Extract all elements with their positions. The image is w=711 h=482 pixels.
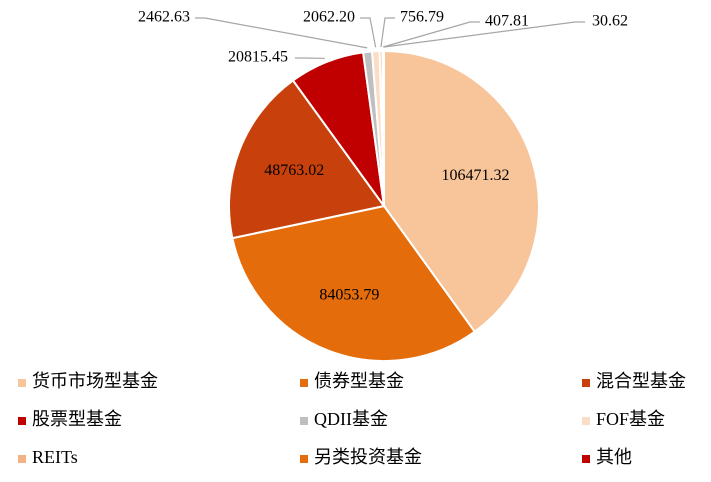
legend-label: REITs <box>32 447 78 467</box>
leader-line <box>383 22 480 47</box>
data-label: 106471.32 <box>441 167 509 184</box>
legend-swatch <box>18 417 26 425</box>
legend-swatch <box>300 379 308 387</box>
leader-line <box>381 18 395 47</box>
data-label: 48763.02 <box>264 162 324 179</box>
data-label: 2062.20 <box>303 9 355 26</box>
legend-label: 混合型基金 <box>596 371 686 391</box>
data-label: 84053.79 <box>319 286 379 303</box>
legend-swatch <box>582 455 590 463</box>
legend-label: FOF基金 <box>596 409 665 429</box>
data-label: 756.79 <box>400 9 444 26</box>
legend-swatch <box>582 379 590 387</box>
legend-label: 股票型基金 <box>32 409 122 429</box>
legend-label: 债券型基金 <box>314 371 404 391</box>
legend-label: 另类投资基金 <box>314 447 422 467</box>
legend-label: QDII基金 <box>314 409 388 429</box>
data-label: 2462.63 <box>138 9 190 26</box>
legend-swatch <box>300 417 308 425</box>
data-label: 20815.45 <box>228 49 288 66</box>
legend-swatch <box>18 455 26 463</box>
legend-swatch <box>582 417 590 425</box>
legend-swatch <box>300 455 308 463</box>
legend-label: 货币市场型基金 <box>32 371 158 391</box>
leader-line <box>360 18 376 47</box>
legend-swatch <box>18 379 26 387</box>
data-label: 407.81 <box>485 13 529 30</box>
data-label: 30.62 <box>592 13 628 30</box>
legend-label: 其他 <box>596 447 632 467</box>
